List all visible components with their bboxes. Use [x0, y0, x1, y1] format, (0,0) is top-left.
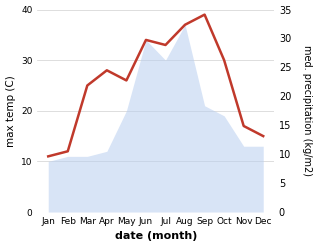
Y-axis label: max temp (C): max temp (C) — [5, 75, 16, 147]
Y-axis label: med. precipitation (kg/m2): med. precipitation (kg/m2) — [302, 45, 313, 176]
X-axis label: date (month): date (month) — [114, 231, 197, 242]
